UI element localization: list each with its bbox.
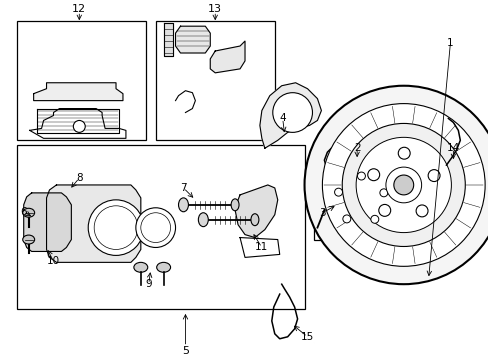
Circle shape: [428, 170, 440, 181]
Circle shape: [88, 200, 144, 255]
Circle shape: [398, 147, 410, 159]
Circle shape: [74, 121, 85, 132]
Circle shape: [386, 167, 421, 203]
Text: 1: 1: [447, 38, 454, 48]
Text: 9: 9: [146, 279, 152, 289]
Text: 6: 6: [21, 207, 27, 217]
Text: 3: 3: [319, 208, 326, 218]
Ellipse shape: [251, 214, 259, 226]
Bar: [156, 21, 275, 140]
Ellipse shape: [231, 199, 239, 211]
Circle shape: [353, 192, 369, 208]
Text: 13: 13: [208, 4, 222, 14]
Circle shape: [371, 215, 379, 223]
Text: 5: 5: [182, 346, 189, 356]
Circle shape: [416, 205, 428, 217]
Bar: [315, 145, 404, 239]
Polygon shape: [24, 193, 72, 251]
Circle shape: [305, 86, 490, 284]
Circle shape: [273, 93, 313, 132]
Ellipse shape: [23, 235, 35, 244]
Polygon shape: [47, 185, 141, 262]
Circle shape: [136, 208, 175, 247]
Text: 2: 2: [354, 143, 361, 153]
Text: 7: 7: [180, 183, 187, 193]
Text: 11: 11: [255, 243, 269, 252]
Circle shape: [356, 137, 451, 233]
Circle shape: [343, 215, 351, 223]
Bar: [17, 21, 146, 140]
Polygon shape: [210, 41, 245, 73]
Text: 15: 15: [301, 332, 314, 342]
Polygon shape: [260, 83, 321, 148]
Polygon shape: [235, 185, 278, 238]
Circle shape: [342, 123, 466, 247]
Text: 14: 14: [447, 143, 460, 153]
Circle shape: [379, 204, 391, 216]
Polygon shape: [34, 83, 123, 100]
Polygon shape: [175, 26, 210, 53]
Ellipse shape: [198, 213, 208, 227]
Text: 12: 12: [72, 4, 86, 14]
Ellipse shape: [178, 198, 189, 212]
Ellipse shape: [157, 262, 171, 272]
Circle shape: [368, 169, 380, 181]
Circle shape: [358, 172, 366, 180]
Circle shape: [394, 175, 414, 195]
Polygon shape: [164, 23, 172, 56]
Ellipse shape: [23, 208, 35, 217]
Text: 10: 10: [47, 256, 60, 266]
Bar: [17, 145, 305, 309]
Circle shape: [335, 188, 343, 196]
Circle shape: [380, 189, 388, 197]
Circle shape: [322, 104, 485, 266]
Text: 4: 4: [279, 113, 286, 123]
Ellipse shape: [134, 262, 148, 272]
Text: 8: 8: [76, 173, 83, 183]
